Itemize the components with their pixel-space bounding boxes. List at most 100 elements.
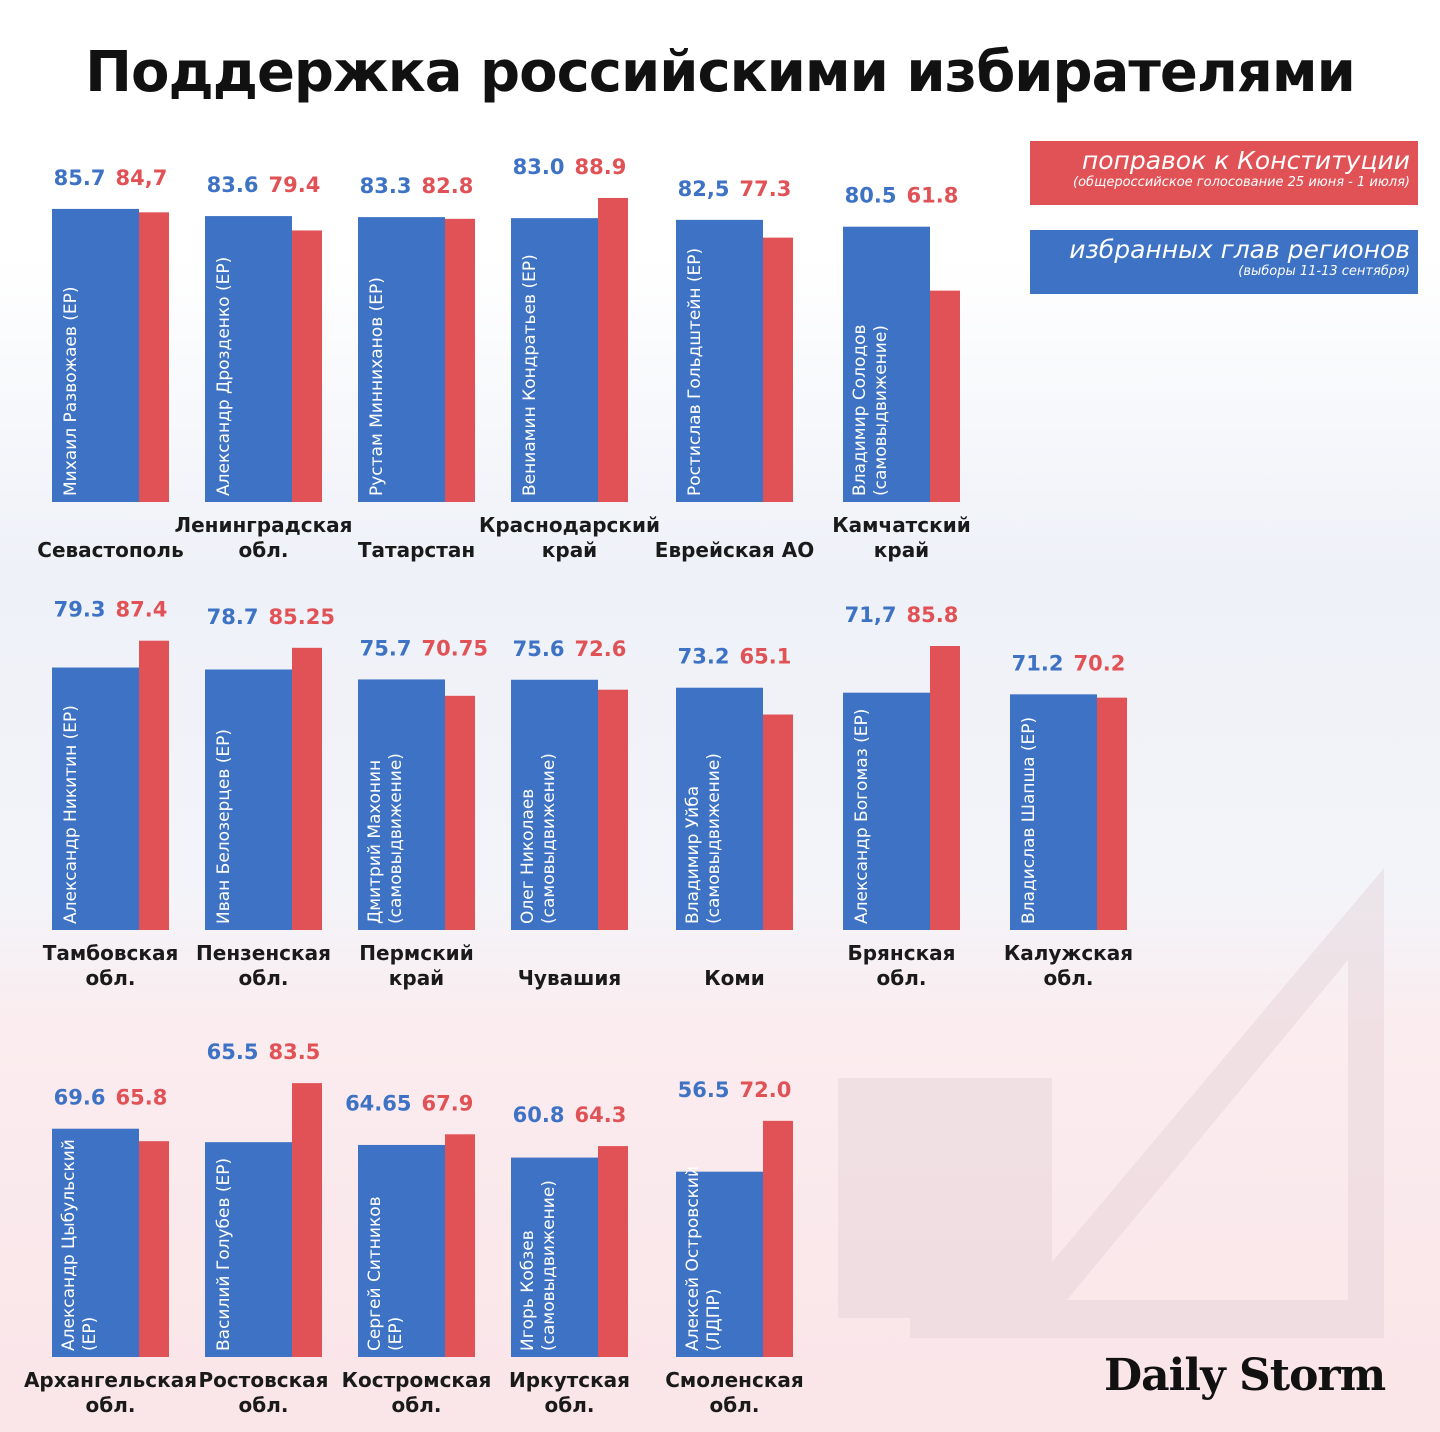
value-label-amendments: 67.9 xyxy=(422,1091,474,1115)
candidate-name-line: Василий Голубев (ЕР) xyxy=(214,1158,234,1351)
bar-governor xyxy=(358,217,445,502)
value-label-governor: 85.7 xyxy=(54,166,106,190)
region-label: Камчатский xyxy=(832,513,970,537)
legend-governors-label: избранных глав регионов xyxy=(1069,235,1410,264)
value-label-governor: 71,7 xyxy=(845,603,897,627)
value-label-amendments: 65.8 xyxy=(116,1086,168,1110)
candidate-name-line: Ростислав Гольдштейн (ЕР) xyxy=(685,248,705,496)
candidate-name-line: Иван Белозерцев (ЕР) xyxy=(214,729,234,924)
bar-amendments xyxy=(598,1146,628,1357)
bar-governor xyxy=(52,667,139,930)
bar-governor xyxy=(511,679,598,930)
bar-amendments xyxy=(763,714,793,930)
bar-amendments xyxy=(292,1083,322,1357)
candidate-name-line: (ЕР) xyxy=(80,1317,100,1351)
bar-amendments xyxy=(445,695,475,930)
value-label-governor: 64.65 xyxy=(345,1091,411,1115)
region-label: обл. xyxy=(239,1393,289,1417)
candidate-label: Александр Цыбульский (ЕР) xyxy=(59,1139,100,1351)
bar-amendments xyxy=(139,640,169,930)
value-label-amendments: 72.0 xyxy=(740,1078,792,1102)
region-label: Краснодарский xyxy=(479,513,660,537)
candidate-label: Сергей Ситников (ЕР) xyxy=(365,1196,406,1351)
value-label-amendments: 65.1 xyxy=(740,645,792,669)
brand-logo: Daily Storm xyxy=(1104,1350,1386,1401)
value-label-amendments: 88.9 xyxy=(575,155,627,179)
bar-governor xyxy=(843,692,930,930)
value-label-governor: 60.8 xyxy=(513,1103,565,1127)
candidate-name-line: Олег Николаев xyxy=(518,789,538,924)
candidate-name-line: (самовыдвижение) xyxy=(539,1180,559,1351)
candidate-label: Олег Николаев (самовыдвижение) xyxy=(518,753,559,924)
value-label-governor: 82,5 xyxy=(678,177,730,201)
candidate-label: Александр Богомаз (ЕР) xyxy=(852,709,872,924)
bar-amendments xyxy=(763,237,793,502)
region-label: Ленинградская xyxy=(174,513,352,537)
value-label-governor: 73.2 xyxy=(678,645,730,669)
bar-amendments xyxy=(598,197,628,502)
region-label: край xyxy=(389,966,444,990)
region-label: Брянская xyxy=(848,941,956,965)
candidate-name-line: Владимир Солодов xyxy=(850,324,870,496)
candidate-label: Владимир Уйба (самовыдвижение) xyxy=(683,753,724,924)
region-label: обл. xyxy=(239,538,289,562)
region-label: Чувашия xyxy=(518,966,621,990)
value-label-amendments: 70.2 xyxy=(1074,651,1126,675)
value-label-amendments: 61.8 xyxy=(907,184,959,208)
bar-amendments xyxy=(445,218,475,502)
value-label-governor: 78.7 xyxy=(207,605,259,629)
value-label-amendments: 85.8 xyxy=(907,603,959,627)
value-label-governor: 75.6 xyxy=(513,637,565,661)
region-label: обл. xyxy=(86,966,136,990)
bar-amendments xyxy=(1097,697,1127,930)
bar-governor xyxy=(676,1171,763,1357)
region-label: Иркутская xyxy=(509,1368,630,1392)
region-label: обл. xyxy=(392,1393,442,1417)
candidate-label: Александр Дрозденко (ЕР) xyxy=(214,257,234,496)
region-label: обл. xyxy=(710,1393,760,1417)
bar-governor xyxy=(205,669,292,930)
bar-governor xyxy=(1010,694,1097,930)
candidate-label: Владимир Солодов (самовыдвижение) xyxy=(850,324,891,496)
value-label-amendments: 77.3 xyxy=(740,177,792,201)
bar-governor xyxy=(358,679,445,930)
bar-governor xyxy=(676,219,763,502)
bar-amendments xyxy=(292,647,322,930)
value-label-governor: 65.5 xyxy=(207,1040,259,1064)
candidate-name-line: (ЕР) xyxy=(386,1317,406,1351)
region-label: Костромская xyxy=(342,1368,492,1392)
candidate-name-line: Владимир Уйба xyxy=(683,786,703,924)
bar-amendments xyxy=(930,290,960,502)
page-title: Поддержка российскими избирателями xyxy=(85,40,1356,105)
candidate-name-line: Дмитрий Махонин xyxy=(365,760,385,924)
value-label-amendments: 84,7 xyxy=(116,166,168,190)
bar-governor xyxy=(358,1144,445,1357)
value-label-governor: 75.7 xyxy=(360,636,412,660)
bar-governor xyxy=(511,218,598,502)
candidate-name-line: (самовыдвижение) xyxy=(386,753,406,924)
bar-governor xyxy=(843,226,930,502)
candidate-label: Дмитрий Махонин (самовыдвижение) xyxy=(365,753,406,924)
value-label-governor: 71.2 xyxy=(1012,651,1064,675)
value-label-amendments: 70.75 xyxy=(422,636,488,660)
region-label: Тамбовская xyxy=(43,941,179,965)
value-label-amendments: 79.4 xyxy=(269,173,321,197)
legend-amendments: поправок к Конституции (общероссийское г… xyxy=(1030,141,1418,205)
value-label-governor: 69.6 xyxy=(54,1086,106,1110)
value-label-governor: 79.3 xyxy=(54,598,106,622)
candidate-name-line: Александр Никитин (ЕР) xyxy=(61,705,81,924)
region-label: обл. xyxy=(545,1393,595,1417)
bar-amendments xyxy=(598,689,628,930)
bar-governor xyxy=(52,1128,139,1357)
region-label: край xyxy=(542,538,597,562)
candidate-label: Вениамин Кондратьев (ЕР) xyxy=(520,254,540,496)
value-label-amendments: 83.5 xyxy=(269,1040,321,1064)
region-label: край xyxy=(874,538,929,562)
candidate-name-line: Александр Богомаз (ЕР) xyxy=(852,709,872,924)
value-label-amendments: 85.25 xyxy=(269,605,335,629)
candidate-label: Михаил Развожаев (ЕР) xyxy=(61,286,81,496)
bar-governor xyxy=(52,208,139,502)
legend-governors: избранных глав регионов (выборы 11-13 се… xyxy=(1030,230,1418,294)
